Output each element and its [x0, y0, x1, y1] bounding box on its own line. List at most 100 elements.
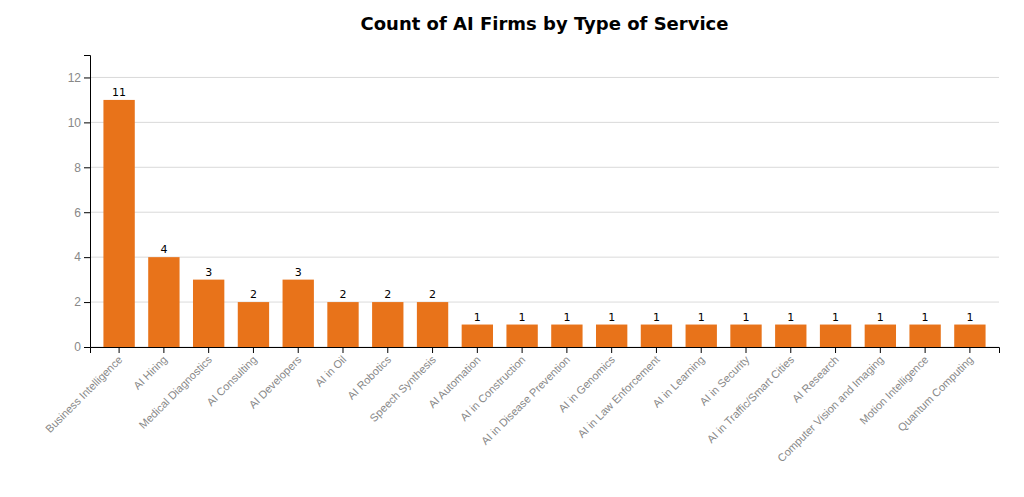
- data-label: 1: [563, 311, 570, 324]
- title: Count of AI Firms by Type of Service: [361, 13, 729, 34]
- data-label: 2: [339, 288, 346, 301]
- bar: [238, 302, 269, 347]
- x-tick-mark: [387, 347, 388, 353]
- x-tick-mark: [701, 347, 702, 353]
- x-tick: AI in Disease Prevention: [479, 347, 573, 447]
- x-tick-label: AI Developers: [246, 353, 304, 411]
- bar: [372, 302, 403, 347]
- x-tick-label: AI in Law Enforcement: [575, 353, 662, 440]
- bar: [820, 325, 851, 347]
- x-tick-mark: [432, 347, 433, 353]
- data-label: 3: [295, 266, 302, 279]
- x-tick-mark: [880, 347, 881, 353]
- x-tick-label: AI in Disease Prevention: [479, 353, 573, 447]
- y-axis-line: [84, 56, 91, 348]
- x-tick-label: AI in Traffic/Smart Cities: [704, 353, 796, 445]
- y-tick: 2: [74, 295, 90, 309]
- data-label: 2: [429, 288, 436, 301]
- bar: [283, 280, 314, 347]
- plot: 024681012Business IntelligenceAI HiringM…: [43, 56, 1000, 465]
- x-tick-label: AI in Oil: [313, 353, 349, 389]
- y-tick-mark: [84, 257, 90, 258]
- bar: [865, 325, 896, 347]
- y-axis: 0 2 4 6 8 10 12: [68, 56, 91, 355]
- x-tick-mark: [253, 347, 254, 353]
- x-tick: AI Developers: [246, 347, 304, 411]
- y-tick-label: 8: [74, 161, 81, 175]
- grid-line: [90, 212, 999, 213]
- data-label: 2: [384, 288, 391, 301]
- x-tick: Quantum Computing: [895, 347, 975, 434]
- x-tick-mark: [522, 347, 523, 353]
- grid-line: [90, 167, 999, 168]
- data-label: 1: [608, 311, 615, 324]
- data-label: 4: [160, 243, 167, 256]
- y-tick-label: 2: [74, 295, 81, 309]
- bar: [909, 325, 940, 347]
- x-tick-mark: [566, 347, 567, 353]
- x-axis-line: [91, 348, 1000, 354]
- y-tick-mark: [84, 347, 90, 348]
- grid-line: [90, 122, 999, 123]
- y-tick-mark: [84, 212, 90, 213]
- data-label: 1: [653, 311, 660, 324]
- y-tick-mark: [84, 167, 90, 168]
- bar: [596, 325, 627, 347]
- x-tick: Medical Diagnostics: [136, 347, 214, 431]
- bar: [551, 325, 582, 347]
- grid-line: [90, 77, 999, 78]
- x-tick-label: Business Intelligence: [43, 353, 125, 435]
- y-tick-label: 12: [68, 71, 82, 85]
- bar: [686, 325, 717, 347]
- data-label: 1: [787, 311, 794, 324]
- y-tick: 8: [74, 161, 90, 175]
- y-tick-label: 10: [68, 116, 82, 130]
- data-label: 1: [877, 311, 884, 324]
- x-tick-mark: [656, 347, 657, 353]
- data-label: 1: [922, 311, 929, 324]
- bar: [462, 325, 493, 347]
- data-label: 11: [112, 86, 126, 99]
- bar: [954, 325, 985, 347]
- x-tick: Speech Synthesis: [367, 347, 438, 424]
- bar: [327, 302, 358, 347]
- x-tick-mark: [611, 347, 612, 353]
- x-tick-mark: [969, 347, 970, 353]
- data-label: 1: [698, 311, 705, 324]
- y-tick: 0: [74, 340, 90, 354]
- data-label: 1: [743, 311, 750, 324]
- bar: [103, 100, 134, 347]
- x-tick-mark: [208, 347, 209, 353]
- x-tick-mark: [746, 347, 747, 353]
- y-tick-mark: [84, 122, 90, 123]
- x-tick: AI Hiring: [131, 347, 169, 392]
- x-tick-mark: [790, 347, 791, 353]
- x-tick-mark: [163, 347, 164, 353]
- y-tick: 4: [74, 250, 90, 264]
- x-tick-mark: [342, 347, 343, 353]
- x-tick-mark: [925, 347, 926, 353]
- x-tick: AI in Law Enforcement: [575, 347, 662, 440]
- x-tick-label: AI Robotics: [345, 353, 394, 402]
- y-tick-mark: [84, 302, 90, 303]
- x-tick-label: Speech Synthesis: [367, 353, 438, 424]
- bar: [148, 257, 179, 347]
- x-tick-mark: [835, 347, 836, 353]
- x-tick-label: Quantum Computing: [895, 353, 975, 433]
- bars: [103, 100, 985, 347]
- y-tick: 6: [74, 206, 90, 220]
- data-label: 1: [519, 311, 526, 324]
- data-label: 1: [474, 311, 481, 324]
- x-tick-mark: [298, 347, 299, 353]
- y-tick: 10: [68, 116, 90, 130]
- x-tick-mark: [119, 347, 120, 353]
- y-tick-label: 0: [74, 340, 81, 354]
- x-tick: AI in Oil: [313, 347, 349, 389]
- data-label: 1: [832, 311, 839, 324]
- x-tick: AI Robotics: [345, 347, 394, 402]
- bar: [730, 325, 761, 347]
- x-axis: Business IntelligenceAI HiringMedical Di…: [43, 347, 1000, 464]
- bar: [641, 325, 672, 347]
- x-tick-label: AI Hiring: [131, 353, 169, 391]
- grid-line: [90, 302, 999, 303]
